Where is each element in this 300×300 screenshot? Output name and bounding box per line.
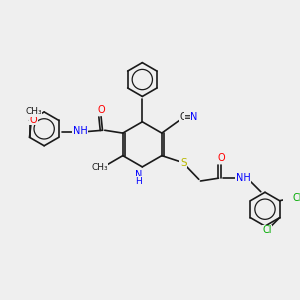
Text: O: O bbox=[97, 105, 105, 115]
Text: O: O bbox=[30, 115, 38, 124]
Text: O: O bbox=[218, 153, 225, 163]
Text: H: H bbox=[136, 176, 142, 185]
Text: ≡: ≡ bbox=[184, 112, 192, 122]
Text: Cl: Cl bbox=[292, 194, 300, 203]
Text: N: N bbox=[190, 112, 197, 122]
Text: CH₃: CH₃ bbox=[92, 163, 108, 172]
Text: S: S bbox=[180, 158, 187, 168]
Text: NH: NH bbox=[73, 126, 87, 136]
Text: Cl: Cl bbox=[262, 225, 272, 235]
Text: N: N bbox=[135, 170, 142, 180]
Text: C: C bbox=[180, 112, 187, 122]
Text: NH: NH bbox=[236, 173, 251, 183]
Text: CH₃: CH₃ bbox=[26, 107, 42, 116]
